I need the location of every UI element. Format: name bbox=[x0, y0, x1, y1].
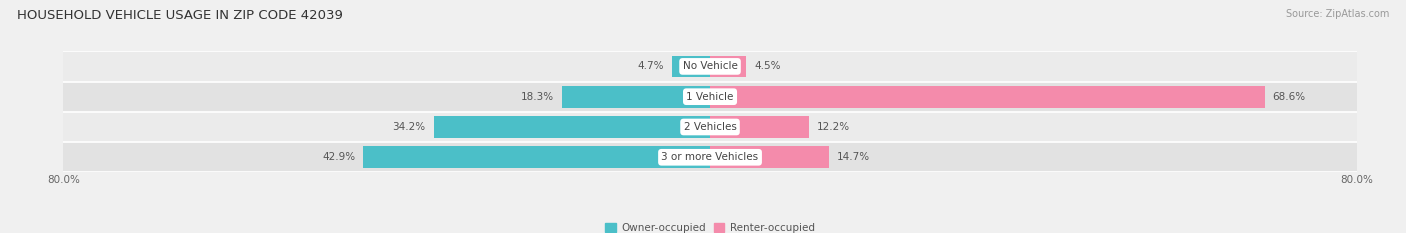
Bar bbox=[63, 51, 1357, 82]
Legend: Owner-occupied, Renter-occupied: Owner-occupied, Renter-occupied bbox=[602, 219, 818, 233]
Bar bbox=[710, 146, 830, 168]
Text: 42.9%: 42.9% bbox=[322, 152, 356, 162]
Bar bbox=[710, 86, 1264, 108]
Text: 34.2%: 34.2% bbox=[392, 122, 426, 132]
Text: 3 or more Vehicles: 3 or more Vehicles bbox=[661, 152, 759, 162]
Bar bbox=[562, 86, 710, 108]
Bar bbox=[433, 116, 710, 138]
Bar bbox=[63, 112, 1357, 142]
Text: 12.2%: 12.2% bbox=[817, 122, 849, 132]
Text: 1 Vehicle: 1 Vehicle bbox=[686, 92, 734, 102]
Bar bbox=[63, 142, 1357, 172]
Text: Source: ZipAtlas.com: Source: ZipAtlas.com bbox=[1285, 9, 1389, 19]
Bar bbox=[672, 55, 710, 77]
Text: 68.6%: 68.6% bbox=[1272, 92, 1306, 102]
Text: 14.7%: 14.7% bbox=[837, 152, 870, 162]
Bar bbox=[710, 55, 747, 77]
Bar bbox=[63, 82, 1357, 112]
Text: 4.5%: 4.5% bbox=[755, 62, 780, 71]
Text: 4.7%: 4.7% bbox=[637, 62, 664, 71]
Bar bbox=[710, 116, 808, 138]
Text: No Vehicle: No Vehicle bbox=[682, 62, 738, 71]
Text: HOUSEHOLD VEHICLE USAGE IN ZIP CODE 42039: HOUSEHOLD VEHICLE USAGE IN ZIP CODE 4203… bbox=[17, 9, 343, 22]
Text: 18.3%: 18.3% bbox=[520, 92, 554, 102]
Text: 2 Vehicles: 2 Vehicles bbox=[683, 122, 737, 132]
Bar bbox=[363, 146, 710, 168]
